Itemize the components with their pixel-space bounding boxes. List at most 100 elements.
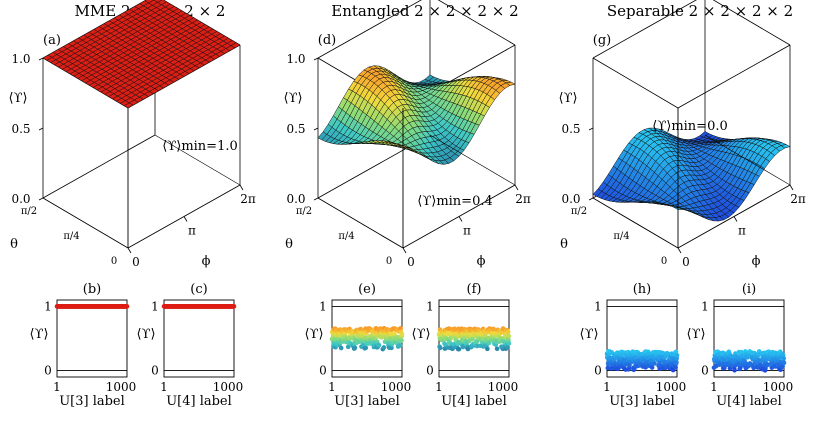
data-point — [470, 336, 475, 342]
x-axis-label: U[3] label — [334, 394, 400, 409]
surface-panel-g: Separable 2 × 2 × 2 × 2 0.5 0.0 ⟨ϒ⟩ (g) π/2 π/… — [558, 0, 806, 269]
panel-label: (i) — [742, 282, 756, 297]
chart-title: Entangled 2 × 2 × 2 × 2 — [331, 2, 518, 20]
panel-label: (c) — [190, 282, 207, 297]
data-point — [732, 368, 737, 373]
plot-frame — [56, 299, 128, 378]
z-tick-label: 1.0 — [286, 52, 305, 66]
z-tick — [588, 127, 594, 131]
z-tick-label: 0.0 — [561, 192, 580, 206]
panel-label: (a) — [43, 33, 61, 48]
theta-tick-label: π/4 — [613, 231, 629, 242]
y-tick-label: 1 — [426, 299, 434, 313]
phi-tick — [183, 216, 188, 222]
z-axis-label: ⟨ϒ⟩ — [8, 91, 27, 106]
box-edge — [437, 0, 516, 46]
z-tick-label: 0.0 — [11, 192, 30, 206]
phi-tick — [127, 247, 132, 254]
data-point — [345, 344, 351, 350]
theta-axis-label: θ — [560, 237, 568, 252]
phi-tick-label: 0 — [407, 255, 415, 269]
y-tick-label: 0 — [701, 364, 709, 378]
x-tick-label: 1000 — [488, 380, 519, 394]
data-point — [737, 365, 743, 371]
data-point — [727, 366, 733, 371]
box-edge — [592, 57, 679, 109]
y-tick-label: 1 — [319, 299, 327, 313]
x-tick-label: 1 — [710, 380, 718, 394]
phi-tick-label: 2π — [515, 192, 531, 206]
data-point — [674, 359, 679, 365]
x-tick-label: 1 — [435, 380, 443, 394]
data-point — [485, 346, 490, 352]
data-point — [674, 352, 680, 358]
y-axis-label: ⟨ϒ⟩ — [686, 327, 705, 342]
data-point — [338, 345, 344, 351]
panel-label: (d) — [318, 33, 336, 48]
data-point — [780, 352, 786, 358]
panel-label: (f) — [467, 282, 482, 297]
x-tick-label: 1 — [603, 380, 611, 394]
theta-tick-label: 0 — [111, 256, 117, 267]
x-axis-label: U[4] label — [441, 394, 507, 409]
data-point — [609, 365, 614, 371]
theta-tick-label: π/2 — [21, 206, 37, 217]
data-point — [452, 326, 458, 332]
surface-patch — [780, 144, 791, 149]
data-point — [713, 363, 719, 369]
data-point — [766, 362, 771, 367]
panel-label: (g) — [593, 33, 611, 48]
data-point — [673, 365, 678, 370]
data-point — [626, 366, 632, 371]
x-tick-label: 1 — [160, 380, 168, 394]
data-point — [231, 304, 237, 309]
chart-title: Separable 2 × 2 × 2 × 2 — [607, 2, 793, 20]
box-edge — [154, 134, 241, 186]
phi-tick-label: 2π — [790, 192, 806, 206]
theta-tick-label: 0 — [661, 256, 667, 267]
phi-tick — [402, 247, 407, 254]
box-edge — [42, 197, 129, 249]
y-axis-label: ⟨ϒ⟩ — [136, 327, 155, 342]
box-edge — [317, 0, 422, 59]
data-point — [398, 326, 403, 331]
data-point — [505, 345, 510, 350]
data-point — [738, 349, 744, 355]
data-point — [474, 339, 480, 345]
min-annotation: ⟨ϒ⟩min=1.0 — [162, 139, 238, 154]
data-point — [505, 329, 511, 335]
data-point — [460, 344, 466, 350]
data-point — [392, 331, 397, 336]
phi-tick — [239, 184, 244, 191]
z-axis-label: ⟨ϒ⟩ — [558, 91, 577, 106]
panel-label: (b) — [83, 282, 101, 297]
y-axis-label: ⟨ϒ⟩ — [304, 327, 323, 342]
data-point — [389, 345, 394, 351]
data-point — [494, 346, 500, 352]
x-tick-label: 1 — [53, 380, 61, 394]
box-edge — [592, 0, 697, 59]
scatter-panel-e: 101 1000(e)⟨ϒ⟩U[3] label — [304, 282, 411, 409]
surface-patch — [230, 42, 241, 49]
y-axis-label: ⟨ϒ⟩ — [29, 327, 48, 342]
z-tick — [38, 57, 44, 61]
data-point — [673, 349, 679, 355]
z-tick — [313, 127, 319, 131]
x-tick-label: 1000 — [656, 380, 687, 394]
y-axis-label: ⟨ϒ⟩ — [411, 327, 430, 342]
y-tick-label: 0 — [151, 364, 159, 378]
x-tick-label: 1000 — [381, 380, 412, 394]
data-point — [397, 343, 403, 348]
y-tick-label: 1 — [151, 299, 159, 313]
z-tick — [38, 127, 44, 131]
box-edge — [429, 134, 516, 186]
data-point — [376, 342, 382, 348]
phi-tick — [458, 216, 463, 222]
x-axis-label: U[3] label — [59, 394, 125, 409]
box-edge — [677, 44, 791, 109]
data-point — [781, 360, 787, 366]
box-edge — [592, 197, 679, 249]
data-point — [781, 356, 787, 361]
data-point — [506, 333, 512, 339]
box-edge — [704, 134, 791, 186]
